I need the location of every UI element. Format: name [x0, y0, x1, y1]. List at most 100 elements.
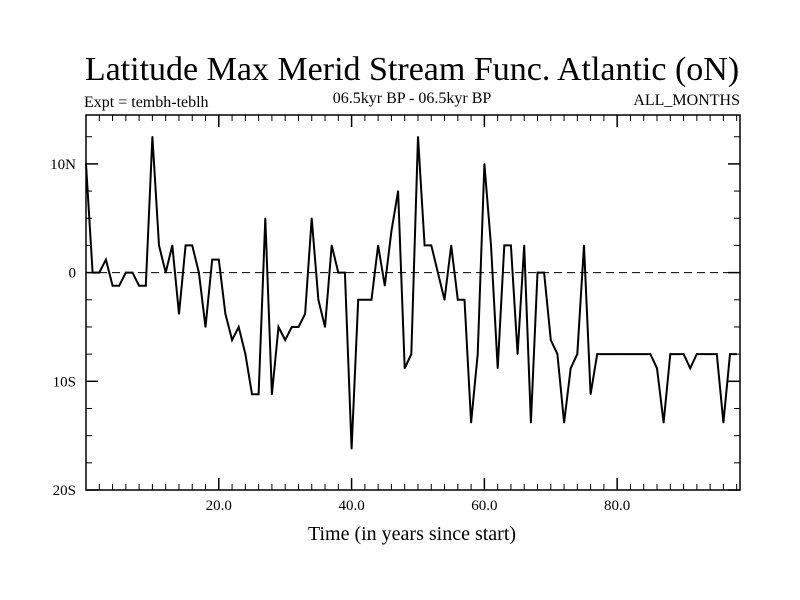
data-point	[662, 421, 665, 424]
data-point	[277, 326, 280, 328]
data-point	[423, 244, 426, 247]
data-point	[669, 353, 672, 355]
data-point	[224, 313, 227, 315]
data-point	[337, 271, 340, 274]
data-point	[211, 258, 213, 261]
data-point	[603, 353, 605, 355]
data-point	[463, 298, 466, 301]
data-point	[357, 298, 360, 301]
data-point	[729, 353, 731, 355]
data-point	[98, 271, 101, 274]
data-point	[682, 353, 685, 355]
data-point	[144, 284, 147, 287]
plot-frame	[85, 114, 741, 491]
data-point	[317, 298, 320, 301]
y-tick-label: 10S	[53, 374, 76, 390]
data-point	[390, 230, 393, 233]
data-point	[397, 190, 399, 192]
data-point	[370, 298, 373, 301]
data-point	[125, 271, 127, 274]
major-ticks	[86, 115, 740, 491]
chart-title: Latitude Max Merid Stream Func. Atlantic…	[85, 51, 739, 88]
data-point	[576, 353, 579, 355]
x-tick-label: 60.0	[471, 498, 497, 514]
data-point	[549, 339, 552, 341]
data-point	[722, 421, 725, 424]
minor-ticks	[86, 115, 740, 490]
data-point	[642, 353, 645, 355]
data-point	[383, 284, 386, 287]
data-point	[377, 244, 379, 247]
data-point	[443, 298, 446, 301]
data-point	[709, 353, 711, 355]
x-axis-label: Time (in years since start)	[308, 523, 516, 545]
data-point	[184, 244, 187, 247]
data-point	[151, 135, 154, 138]
data-point	[191, 244, 194, 247]
data-point	[483, 163, 486, 165]
months-label: ALL_MONTHS	[633, 92, 740, 109]
data-point	[629, 353, 632, 355]
data-point	[164, 271, 167, 274]
data-point	[105, 258, 107, 261]
data-point	[118, 284, 120, 287]
data-point	[510, 244, 512, 247]
data-point	[649, 353, 652, 355]
data-point	[324, 326, 326, 328]
data-point	[437, 271, 439, 274]
x-tick-label: 80.0	[604, 498, 630, 514]
data-point	[198, 271, 200, 274]
data-point	[735, 353, 738, 355]
data-point	[204, 326, 207, 328]
data-point	[702, 353, 705, 355]
data-point	[676, 353, 678, 355]
data-point	[569, 367, 572, 370]
data-point	[476, 353, 479, 355]
data-point	[530, 421, 532, 424]
period-label: 06.5kyr BP - 06.5kyr BP	[333, 90, 492, 107]
data-point	[616, 353, 618, 355]
data-point	[470, 421, 472, 424]
data-point	[257, 393, 260, 396]
data-points	[85, 135, 738, 450]
data-point	[244, 353, 247, 355]
data-point	[291, 326, 293, 328]
data-point	[596, 353, 599, 355]
data-point	[430, 244, 433, 247]
data-point	[178, 313, 180, 315]
data-point	[350, 447, 353, 450]
data-point	[310, 217, 313, 220]
data-point	[251, 393, 253, 396]
data-point	[330, 244, 333, 247]
data-point	[131, 271, 134, 274]
y-tick-label: 0	[69, 266, 77, 282]
data-point	[111, 284, 114, 287]
x-tick-label: 40.0	[338, 498, 364, 514]
data-point	[264, 217, 267, 220]
data-point	[496, 367, 499, 370]
data-point	[609, 353, 612, 355]
data-point	[715, 353, 718, 355]
data-point	[556, 353, 559, 355]
data-point	[158, 244, 160, 247]
data-point	[689, 367, 692, 370]
data-point	[344, 271, 346, 274]
data-point	[138, 284, 140, 287]
y-tick-label: 20S	[53, 483, 76, 499]
data-point	[217, 258, 220, 261]
data-point	[536, 271, 539, 274]
data-point	[297, 326, 300, 328]
data-point	[171, 244, 174, 247]
data-point	[623, 353, 625, 355]
data-point	[563, 421, 565, 424]
data-point	[457, 298, 459, 301]
data-point	[589, 393, 592, 396]
data-point	[656, 367, 658, 370]
data-point	[284, 339, 286, 341]
data-point	[490, 244, 492, 247]
data-point	[231, 339, 233, 341]
data-point	[237, 326, 240, 328]
y-tick-label: 10N	[50, 157, 76, 173]
experiment-label: Expt = tembh-teblh	[84, 94, 209, 111]
